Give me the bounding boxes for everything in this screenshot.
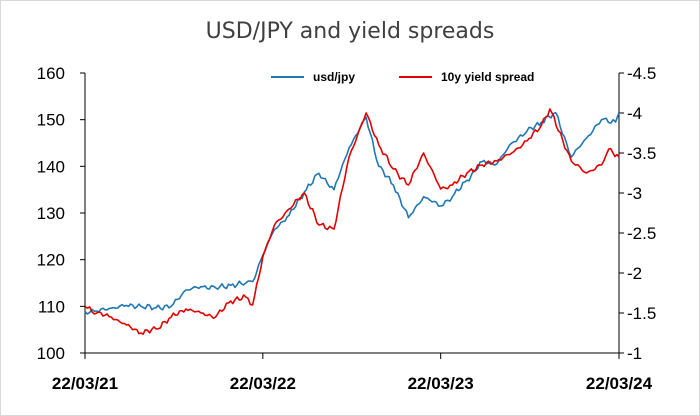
x-tick-label: 22/03/23	[408, 374, 474, 393]
series-line-usd-jpy	[84, 111, 620, 315]
y-right-tick-label: -2	[627, 264, 642, 283]
y-left-tick-label: 130	[37, 204, 65, 223]
y-left-tick-label: 100	[37, 344, 65, 363]
y-right-tick-label: -1.5	[627, 304, 656, 323]
y-left-tick-label: 140	[37, 157, 65, 176]
y-right-tick-label: -3	[627, 184, 642, 203]
x-tick-label: 22/03/21	[52, 374, 118, 393]
y-left-tick-label: 120	[37, 251, 65, 270]
y-left-tick-label: 110	[38, 297, 65, 316]
y-left-tick-label: 160	[37, 64, 65, 83]
legend-label: 10y yield spread	[441, 70, 534, 84]
y-left-tick-label: 150	[37, 111, 65, 130]
series-line-10y-yield-spread	[84, 108, 620, 335]
y-right-tick-label: -4	[627, 104, 642, 123]
chart-title: USD/JPY and yield spreads	[205, 19, 495, 44]
legend-label: usd/jpy	[313, 70, 355, 84]
x-tick-label: 22/03/22	[230, 374, 296, 393]
y-right-tick-label: -2.5	[627, 224, 656, 243]
y-right-tick-label: -1	[627, 344, 642, 363]
x-tick-label: 22/03/24	[586, 374, 653, 393]
y-right-tick-label: -4.5	[627, 64, 656, 83]
y-right-tick-label: -3.5	[627, 144, 656, 163]
